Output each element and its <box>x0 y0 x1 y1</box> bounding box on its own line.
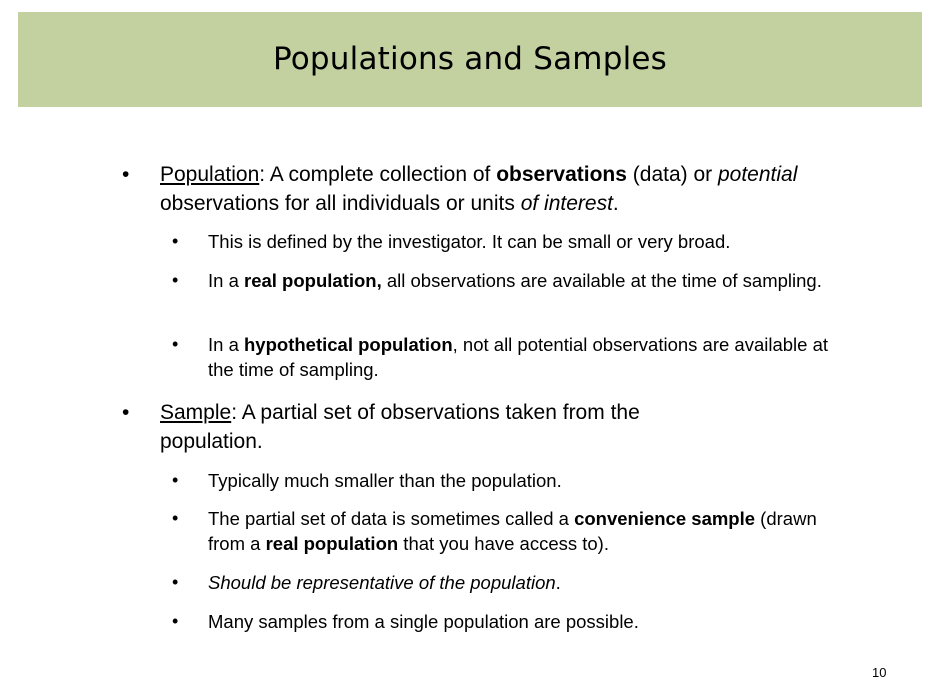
representative-italic: Should be representative of the populati… <box>208 572 556 593</box>
sub-bullet: • In a real population, all observations… <box>172 268 848 293</box>
sub-bullet: • Many samples from a single population … <box>172 609 848 634</box>
potential-italic: potential <box>717 163 798 186</box>
sub-bullet-text: Typically much smaller than the populati… <box>208 470 562 491</box>
convenience-sample-bold: convenience sample <box>574 508 756 529</box>
sub-bullet: • In a hypothetical population, not all … <box>172 332 848 382</box>
sub-bullet: • The partial set of data is sometimes c… <box>172 506 848 556</box>
sub-bullet-text: , not all potential observations are ava… <box>208 334 829 380</box>
title-banner: Populations and Samples <box>18 12 922 107</box>
sub-bullet-text: The partial set of data is sometimes cal… <box>208 508 575 529</box>
of-interest-italic: of interest <box>520 192 613 215</box>
sub-bullet-text: In a <box>208 270 244 291</box>
bullet-dot: • <box>172 470 179 490</box>
sub-bullet-text: In a <box>208 334 244 355</box>
real-population-bold: real population <box>265 533 399 554</box>
population-text: . <box>612 192 619 215</box>
sub-bullet-text: Many samples from a single population ar… <box>208 611 639 632</box>
population-term: Population <box>160 163 260 186</box>
sample-term: Sample <box>160 401 232 424</box>
population-text: (data) or <box>626 163 718 186</box>
sub-bullet-text: that you have access to). <box>398 533 609 554</box>
sub-bullet-text: . <box>555 572 561 593</box>
bullet-dot: • <box>172 231 179 251</box>
bullet-dot: • <box>122 163 130 186</box>
sub-bullet-text: This is defined by the investigator. It … <box>208 231 731 252</box>
observations-bold: observations <box>496 163 627 186</box>
bullet-dot: • <box>122 401 130 424</box>
bullet-dot: • <box>172 611 179 631</box>
slide-title: Populations and Samples <box>272 40 668 77</box>
sub-bullet: • This is defined by the investigator. I… <box>172 229 848 254</box>
bullet-dot: • <box>172 334 179 354</box>
page-number: 10 <box>872 665 887 680</box>
bullet-population: • Population: A complete collection of o… <box>122 160 840 218</box>
population-text: observations for all individuals or unit… <box>160 192 521 215</box>
sub-bullet-text: all observations are available at the ti… <box>381 270 822 291</box>
population-text: : A complete collection of <box>259 163 497 186</box>
sub-bullet: • Typically much smaller than the popula… <box>172 468 848 493</box>
bullet-dot: • <box>172 572 179 592</box>
sub-bullet: • Should be representative of the popula… <box>172 570 848 595</box>
bullet-dot: • <box>172 508 179 528</box>
sub-bullet-text: (drawn from a <box>208 508 817 554</box>
sample-text: : A partial set of observations taken fr… <box>160 401 640 453</box>
hypothetical-population-bold: hypothetical population <box>244 334 453 355</box>
real-population-bold: real population, <box>244 270 382 291</box>
bullet-dot: • <box>172 270 179 290</box>
bullet-sample: • Sample: A partial set of observations … <box>122 398 740 456</box>
